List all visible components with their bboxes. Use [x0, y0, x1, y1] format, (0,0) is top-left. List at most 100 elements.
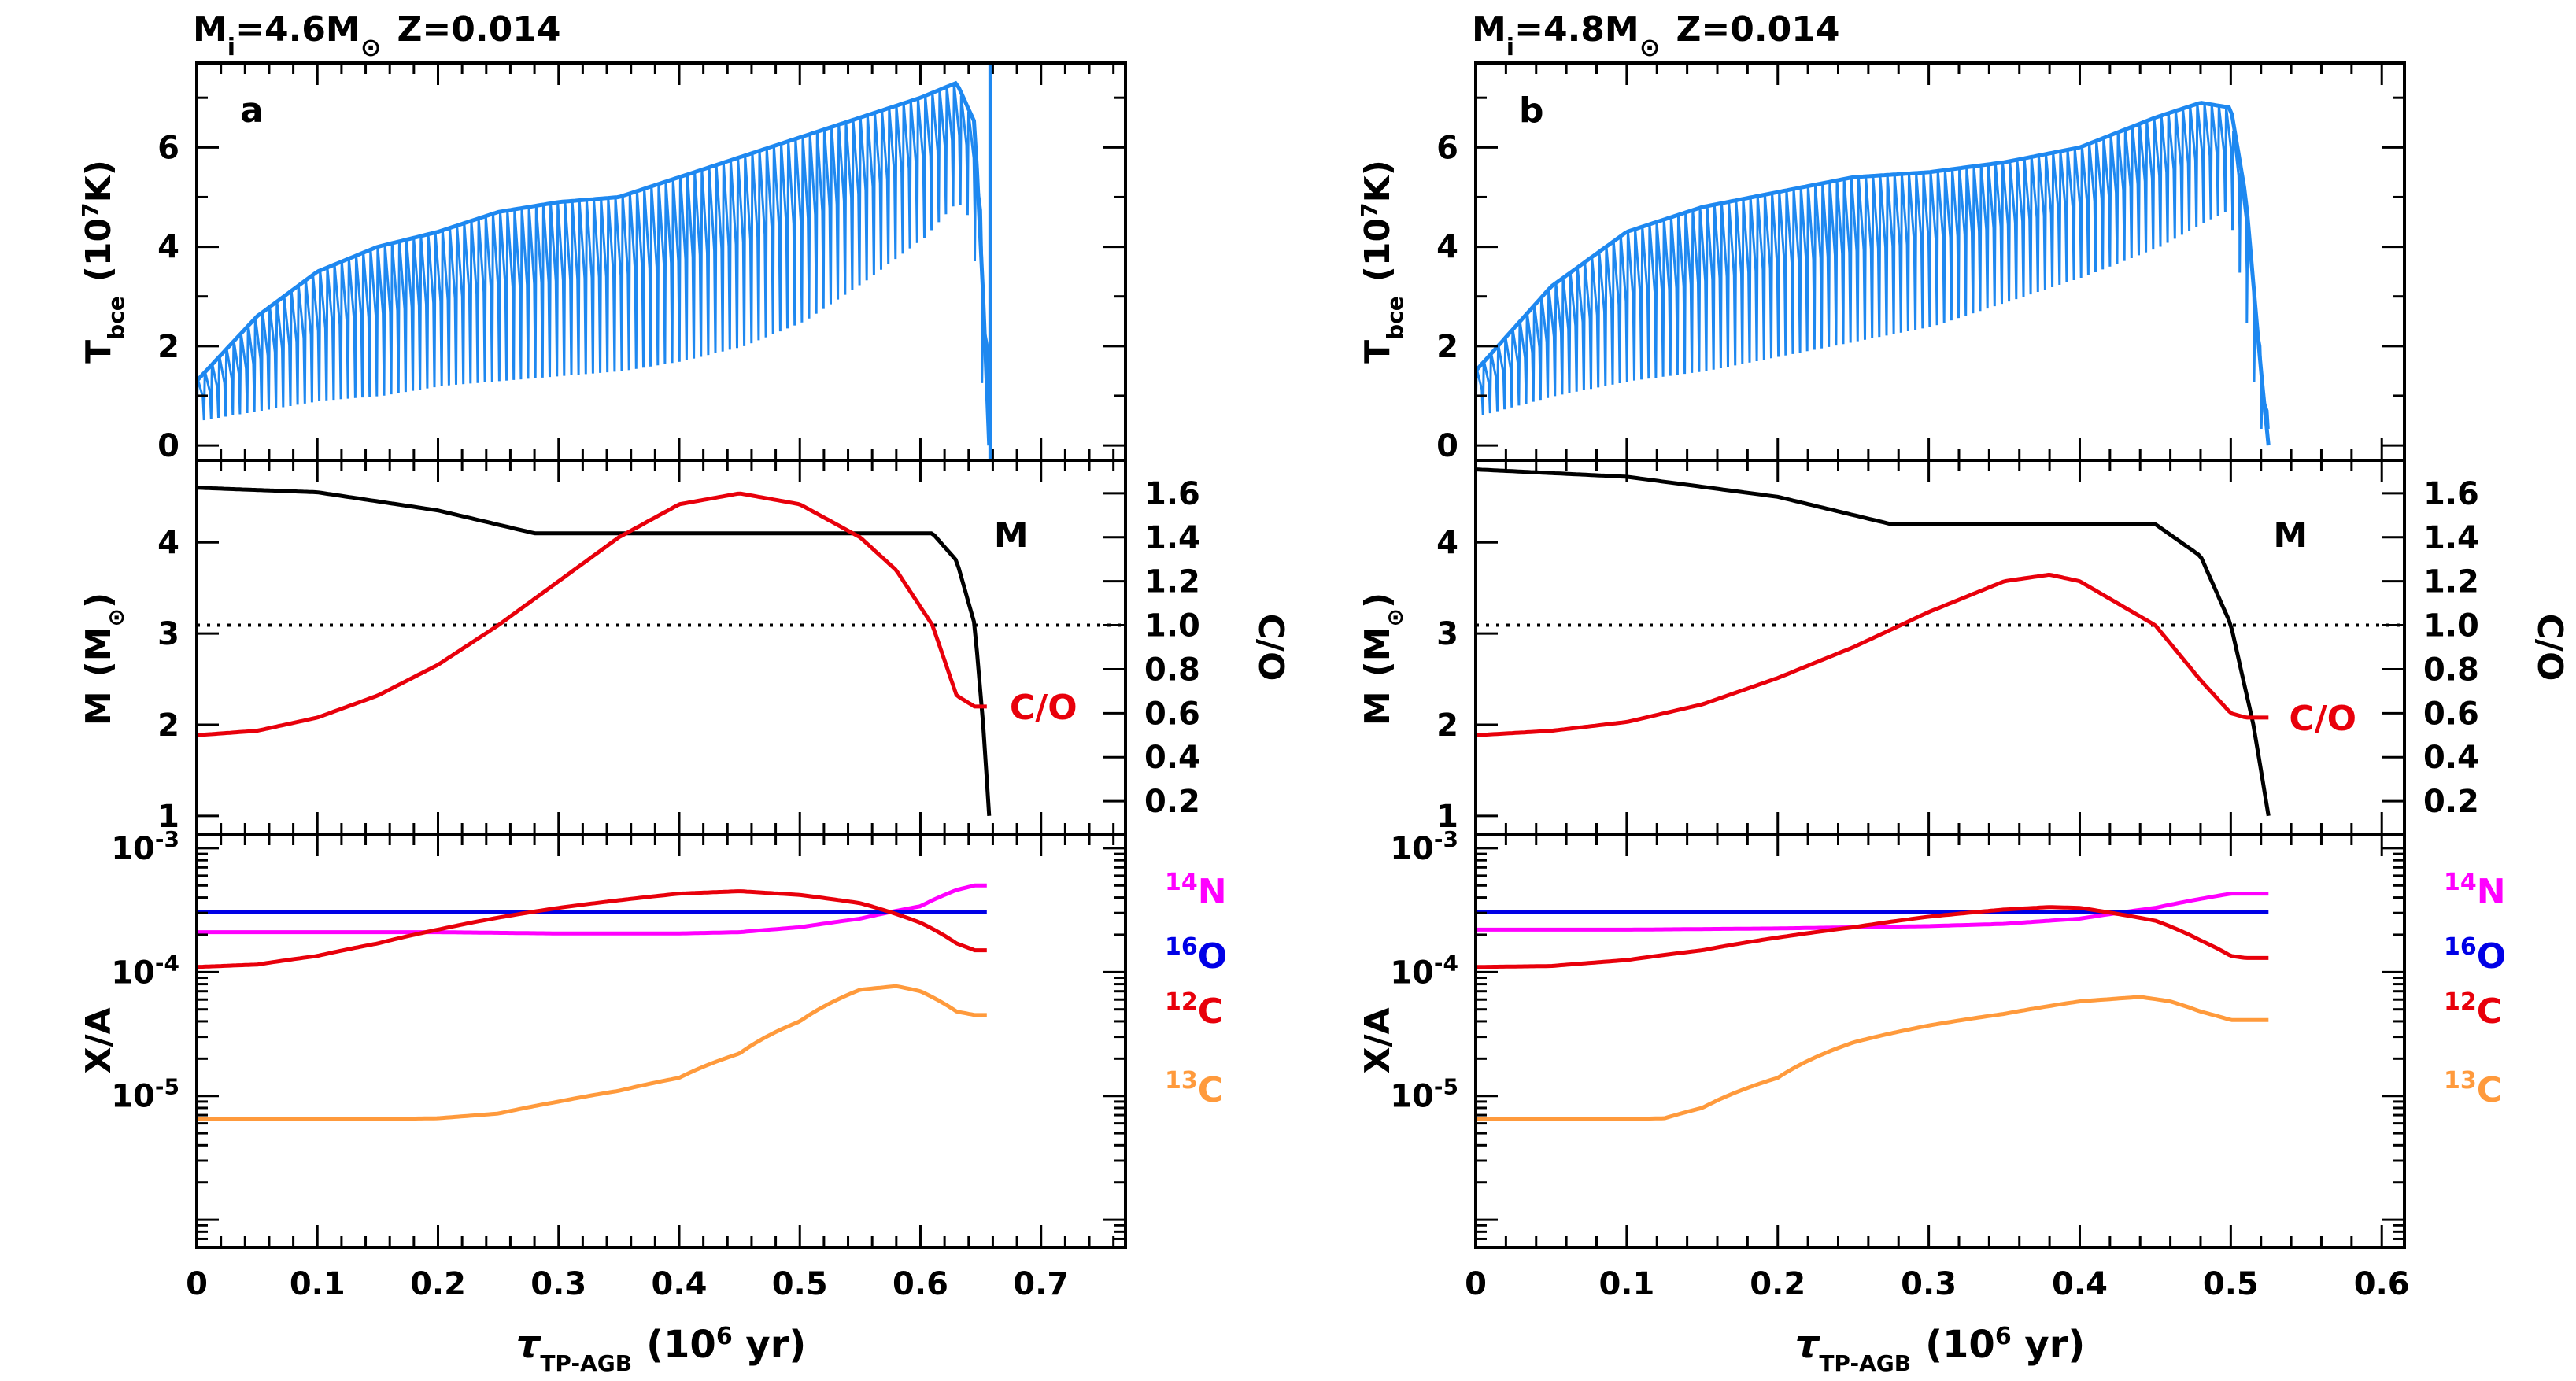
mass-ytick-label: 2	[157, 707, 179, 744]
co-ytick-label: 1.6	[1144, 476, 1200, 512]
abundance-ytick-base: 10	[1390, 955, 1434, 991]
tbce-ytick-label: 4	[1436, 230, 1458, 266]
title-sub: i	[1506, 34, 1514, 61]
abundance-curve-14N	[197, 883, 987, 936]
co-ylabel: C/O	[1251, 614, 1291, 681]
mass-ylabel: M (M⊙)	[79, 593, 129, 726]
xlabel-sup: 6	[1995, 1323, 2012, 1350]
mass-co-panel: 1 2 3 4 0.2 0.4 0.6 0.8 1.0 1.2 1.4 1.6 M C/O M (M⊙) C/O	[79, 459, 1291, 836]
co-ytick-label: 0.8	[2423, 652, 2479, 688]
xtick-label: 0.3	[530, 1266, 586, 1302]
co-ytick-label: 0.4	[2423, 740, 2479, 776]
isotope-mass-number: 12	[2444, 988, 2477, 1016]
abundance-ytick-exp: -5	[1434, 1073, 1458, 1099]
tbce-ytick-label: 6	[157, 130, 179, 166]
abundance-ytick-exp: -3	[1434, 825, 1458, 851]
title-mass: =4.8M	[1514, 9, 1639, 50]
isotope-element: O	[2477, 936, 2506, 977]
title-sun-symbol: ⊙	[360, 32, 382, 62]
abundance-ylabel: X/A	[79, 1007, 119, 1073]
abundance-ytick-label: 10-5	[1390, 1073, 1458, 1115]
co-ytick-label: 1.0	[1144, 608, 1200, 644]
isotope-element: N	[2477, 872, 2506, 912]
tbce-ytick-label: 0	[157, 428, 179, 464]
tbce-upper-envelope	[197, 80, 992, 446]
figure-title: Mi=4.6M⊙ Z=0.014	[193, 9, 560, 62]
xtick-label: 0.4	[652, 1266, 708, 1302]
co-ytick-label: 0.4	[1144, 740, 1200, 776]
tbce-ylabel: Tbce (107K)	[77, 160, 129, 364]
abundance-panel-frame	[195, 833, 1127, 1249]
xlabel-unit: yr)	[733, 1323, 807, 1367]
isotope-mass-number: 13	[2444, 1067, 2477, 1095]
mass-ytick-label: 1	[157, 799, 179, 835]
isotope-label-16O: 16O	[2444, 933, 2506, 977]
xlabel-sub: TP-AGB	[1819, 1350, 1911, 1376]
isotope-element: C	[2477, 991, 2502, 1032]
abundance-ytick-exp: -4	[1434, 950, 1458, 976]
xlabel-sup: 6	[716, 1323, 733, 1350]
co-ytick-label: 0.2	[2423, 784, 2479, 820]
mass-co-panel: 1 2 3 4 0.2 0.4 0.6 0.8 1.0 1.2 1.4 1.6 M C/O M (M⊙) C/O	[1358, 459, 2570, 836]
mass-ytick-label: 4	[1436, 525, 1458, 561]
xtick-label: 0	[1465, 1266, 1487, 1302]
xtick-label: 0.6	[2354, 1266, 2410, 1302]
tbce-ytick-label: 0	[1436, 428, 1458, 464]
mass-ytick-label: 1	[1436, 799, 1458, 835]
co-ytick-label: 0.8	[1144, 652, 1200, 688]
mass-ylabel-m: M	[79, 691, 119, 726]
tbce-ytick-label: 2	[1436, 329, 1458, 365]
abundance-ytick-label: 10-3	[111, 825, 179, 867]
tbce-upper-envelope	[1476, 101, 2271, 446]
abundance-curve-12C	[196, 889, 987, 969]
tbce-ylabel-unit: K)	[79, 160, 119, 202]
isotope-mass-number: 12	[1165, 988, 1198, 1016]
tbce-ylabel-sub: bce	[103, 296, 129, 340]
co-ytick-label: 0.6	[1144, 696, 1200, 732]
tbce-panel: 0 2 4 6 a Tbce (107K)	[77, 61, 1127, 464]
mass-ylabel-sun: ⊙	[1382, 608, 1408, 626]
figure-panel-left: Mi=4.6M⊙ Z=0.0140246aTbce(107K)12340.20.4…	[77, 9, 1292, 1376]
tbce-ytick-label: 2	[157, 329, 179, 365]
tbce-ylabel-open: (10	[79, 218, 119, 282]
isotope-label-12C: 12C	[2444, 988, 2502, 1032]
abundance-ytick-exp: -3	[155, 825, 179, 851]
xlabel-tau: τ	[1795, 1323, 1821, 1367]
mass-curve	[196, 486, 992, 816]
xtick-label: 0.5	[2203, 1266, 2259, 1302]
tbce-panel: 0 2 4 6 b Tbce (107K)	[1356, 61, 2406, 464]
x-axis: 0 0.1 0.2 0.3 0.4 0.5 0.6 τTP-AGB (106 yr)	[1465, 63, 2410, 1376]
mass-ytick-label: 3	[157, 616, 179, 652]
isotope-label-12C: 12C	[1165, 988, 1223, 1032]
isotope-mass-number: 14	[2444, 869, 2477, 896]
xtick-label: 0	[186, 1266, 208, 1302]
xtick-label: 0.1	[290, 1266, 346, 1302]
isotope-element: C	[2477, 1070, 2502, 1110]
abundance-ytick-label: 10-4	[111, 950, 179, 991]
isotope-element: C	[1198, 1070, 1223, 1110]
mass-ytick-label: 4	[157, 525, 179, 561]
x-axis-label: τTP-AGB (106 yr)	[1795, 1323, 2086, 1376]
abundance-curve-13C	[1476, 995, 2269, 1121]
mass-ytick-label: 3	[1436, 616, 1458, 652]
mass-series-label: M	[994, 515, 1029, 556]
mass-co-panel-frame	[1474, 459, 2406, 836]
tbce-ylabel-sup: 7	[1356, 202, 1382, 217]
title-metallicity: Z=0.014	[397, 9, 561, 50]
tbce-ytick-label: 6	[1436, 130, 1458, 166]
mass-ylabel: M (M⊙)	[1358, 593, 1408, 726]
xlabel-open: (10	[1925, 1323, 1995, 1367]
isotope-mass-number: 16	[2444, 933, 2477, 961]
xtick-label: 0.5	[772, 1266, 828, 1302]
co-ytick-label: 1.2	[2423, 564, 2479, 600]
co-ytick-label: 1.4	[1144, 520, 1200, 556]
co-ytick-label: 1.6	[2423, 476, 2479, 512]
mass-ylabel-m: M	[1358, 691, 1398, 726]
mass-curve	[1475, 467, 2271, 817]
mass-ylabel-open: (M	[79, 626, 119, 677]
co-ytick-label: 1.2	[1144, 564, 1200, 600]
tbce-ylabel-unit: K)	[1358, 160, 1398, 202]
panel-letter: b	[1519, 90, 1544, 131]
co-series-label: C/O	[2289, 699, 2356, 739]
